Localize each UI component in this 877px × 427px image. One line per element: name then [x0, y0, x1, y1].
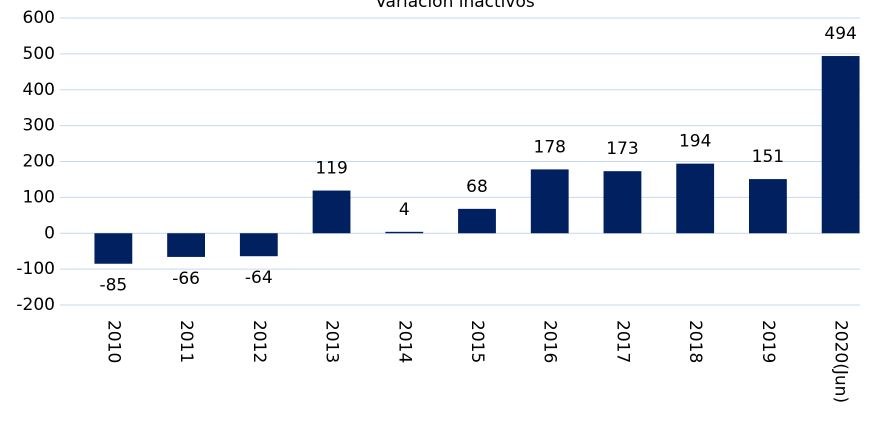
y-tick-label: 100: [23, 187, 55, 207]
bar: [94, 233, 133, 264]
bar: [239, 233, 278, 257]
x-tick-label: 2019: [758, 320, 778, 363]
data-label: -85: [99, 276, 127, 296]
y-tick-label: -100: [16, 259, 55, 279]
data-label: 68: [466, 177, 488, 197]
x-tick-label: 2018: [685, 320, 705, 363]
bar: [749, 179, 787, 234]
bar: [458, 208, 496, 234]
bar: [603, 171, 642, 234]
data-label: 173: [606, 139, 638, 159]
y-tick-label: 500: [23, 44, 55, 64]
y-tick-label: 600: [23, 8, 55, 28]
x-tick-label: 2017: [612, 320, 632, 363]
y-tick-label: 300: [23, 116, 55, 136]
x-tick-label: 2015: [467, 320, 487, 363]
x-tick-label: 2014: [394, 320, 414, 363]
bar: [530, 169, 569, 234]
y-tick-label: -200: [16, 295, 55, 315]
data-label: -64: [245, 268, 273, 288]
y-tick-label: 0: [44, 223, 55, 243]
data-label: -66: [172, 269, 200, 289]
bar: [167, 233, 205, 257]
x-tick-label: 2012: [249, 320, 269, 363]
bar: [385, 231, 424, 234]
x-tick-label: 2010: [103, 320, 123, 363]
data-label: 4: [399, 200, 410, 220]
x-tick-label: 2011: [176, 320, 196, 363]
x-tick-label: 2013: [322, 320, 342, 363]
data-label: 494: [824, 24, 856, 44]
data-label: 151: [752, 147, 784, 167]
chart-title: Variación inactivos: [375, 0, 535, 12]
y-tick-label: 400: [23, 80, 55, 100]
y-tick-label: 200: [23, 152, 55, 172]
bar: [676, 163, 715, 234]
data-label: 119: [315, 159, 347, 179]
data-label: 178: [534, 137, 566, 157]
data-label: 194: [679, 132, 711, 152]
x-tick-label: 2016: [540, 320, 560, 363]
bar: [312, 190, 351, 234]
bar: [821, 56, 860, 234]
x-tick-label: 2020(Jun): [831, 320, 851, 403]
